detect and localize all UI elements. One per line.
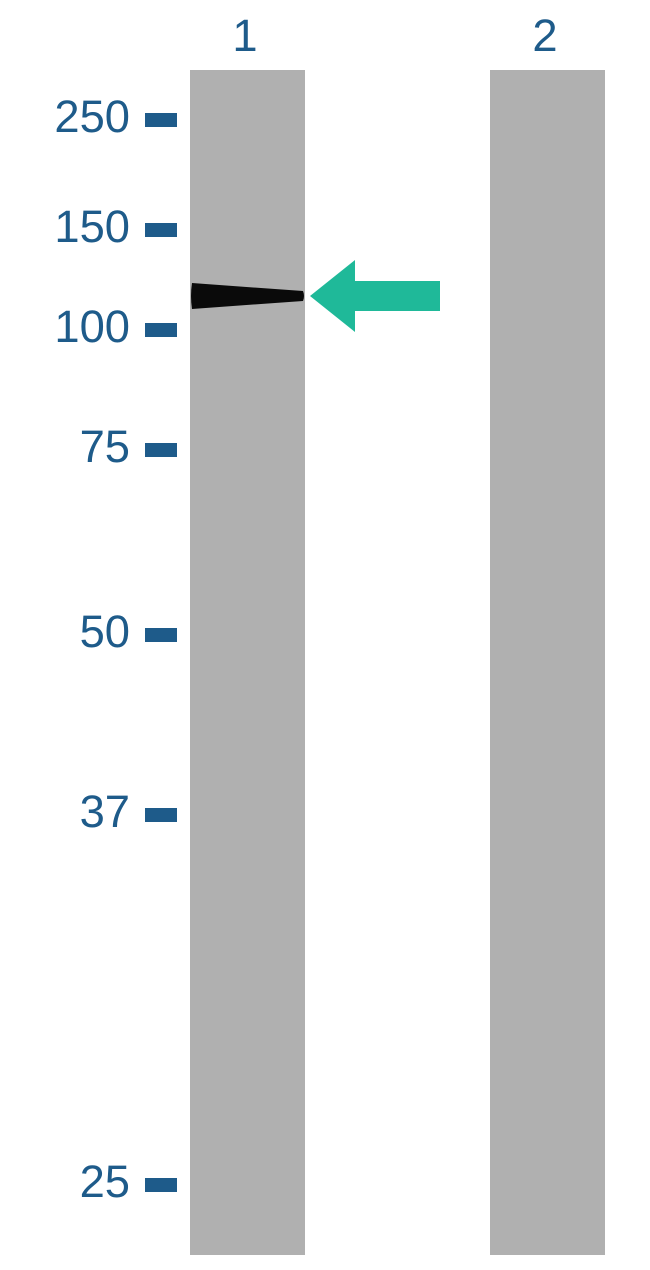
lane-label-1: 1 — [225, 10, 265, 62]
marker-tick-25 — [145, 1178, 177, 1192]
marker-label-100: 100 — [10, 301, 130, 353]
marker-label-75: 75 — [10, 421, 130, 473]
marker-label-50: 50 — [10, 606, 130, 658]
marker-tick-37 — [145, 808, 177, 822]
marker-tick-250 — [145, 113, 177, 127]
protein-band — [190, 275, 305, 317]
marker-tick-100 — [145, 323, 177, 337]
western-blot-figure: 1 2 250 150 100 75 50 37 25 — [0, 0, 650, 1270]
marker-label-250: 250 — [10, 91, 130, 143]
marker-tick-75 — [145, 443, 177, 457]
marker-label-37: 37 — [10, 786, 130, 838]
lane-label-2: 2 — [525, 10, 565, 62]
lane-1 — [190, 70, 305, 1255]
marker-tick-150 — [145, 223, 177, 237]
marker-tick-50 — [145, 628, 177, 642]
marker-label-25: 25 — [10, 1156, 130, 1208]
band-arrow-icon — [310, 260, 440, 332]
lane-2 — [490, 70, 605, 1255]
marker-label-150: 150 — [10, 201, 130, 253]
lane-label-text: 1 — [232, 10, 257, 61]
lane-label-text: 2 — [532, 10, 557, 61]
